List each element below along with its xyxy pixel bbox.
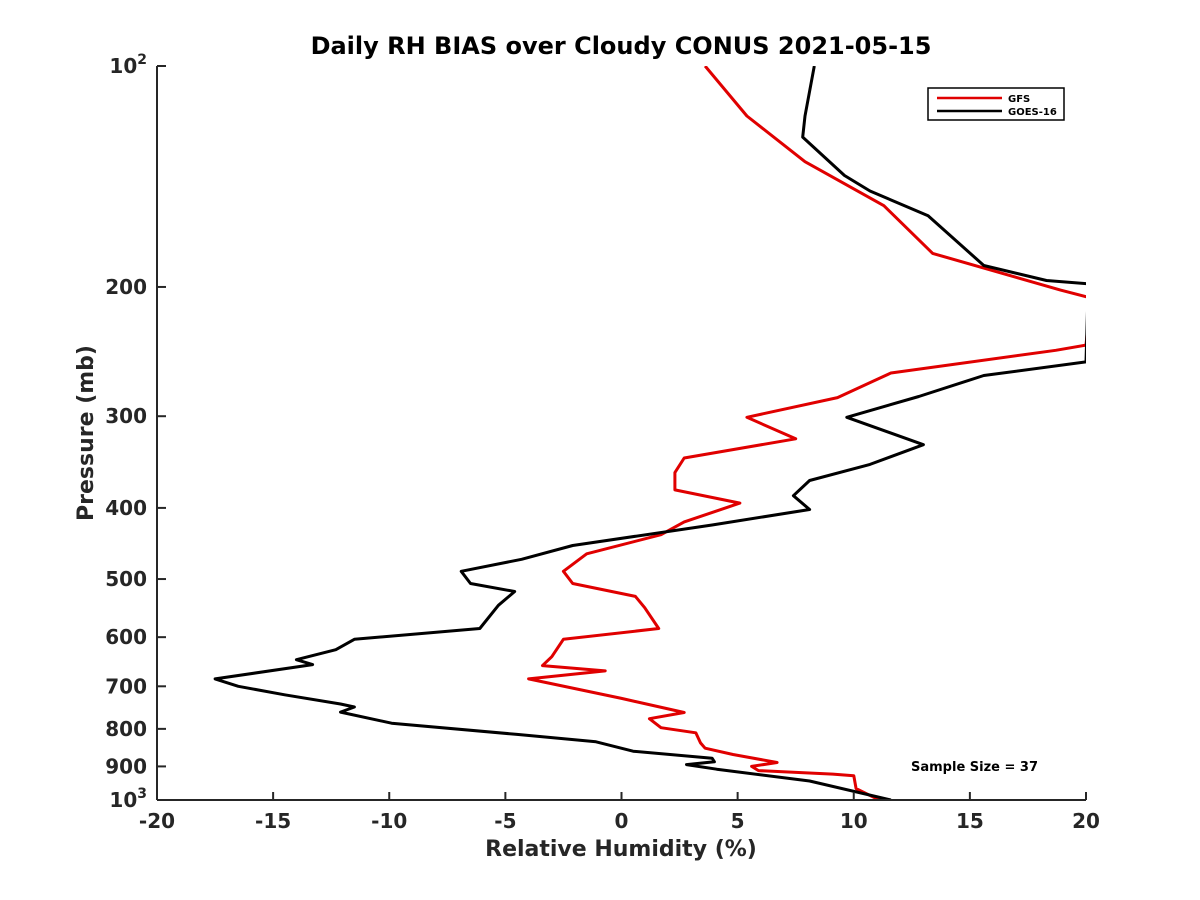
plot-area [213, 66, 1086, 800]
y-tick-label: 500 [105, 567, 147, 591]
x-tick-label: -10 [371, 809, 407, 833]
sample-size-annotation: Sample Size = 37 [911, 760, 1038, 775]
y-tick-label: 200 [105, 275, 147, 299]
x-tick-label: 10 [840, 809, 868, 833]
x-axis-title: Relative Humidity (%) [485, 837, 757, 862]
x-tick-label: -15 [255, 809, 291, 833]
series-line-gfs [527, 66, 1086, 800]
legend: GFS GOES-16 [927, 87, 1065, 121]
y-tick-label: 103 [109, 786, 147, 812]
x-tick-label: 0 [615, 809, 629, 833]
legend-label: GOES-16 [1008, 107, 1057, 118]
y-tick-label: 102 [109, 52, 147, 78]
y-tick-label: 800 [105, 717, 147, 741]
x-axis-ticks: -20 -15 -10 -5 0 5 10 15 20 [139, 792, 1100, 833]
y-tick-label: 400 [105, 496, 147, 520]
chart-title: Daily RH BIAS over Cloudy CONUS 2021-05-… [311, 32, 932, 60]
x-tick-label: 15 [956, 809, 984, 833]
x-tick-label: 20 [1072, 809, 1100, 833]
y-tick-label: 300 [105, 404, 147, 428]
x-tick-label: 5 [731, 809, 745, 833]
x-tick-label: -5 [494, 809, 516, 833]
y-tick-label: 600 [105, 625, 147, 649]
y-tick-label: 900 [105, 754, 147, 778]
legend-box [927, 87, 1065, 121]
x-tick-label: -20 [139, 809, 175, 833]
y-axis-ticks: 102 200 300 400 500 600 700 800 900 103 [105, 52, 166, 812]
y-tick-label: 700 [105, 674, 147, 698]
y-axis-title: Pressure (mb) [74, 345, 99, 521]
legend-label: GFS [1008, 94, 1030, 105]
series-line-goes-16 [213, 66, 1086, 800]
